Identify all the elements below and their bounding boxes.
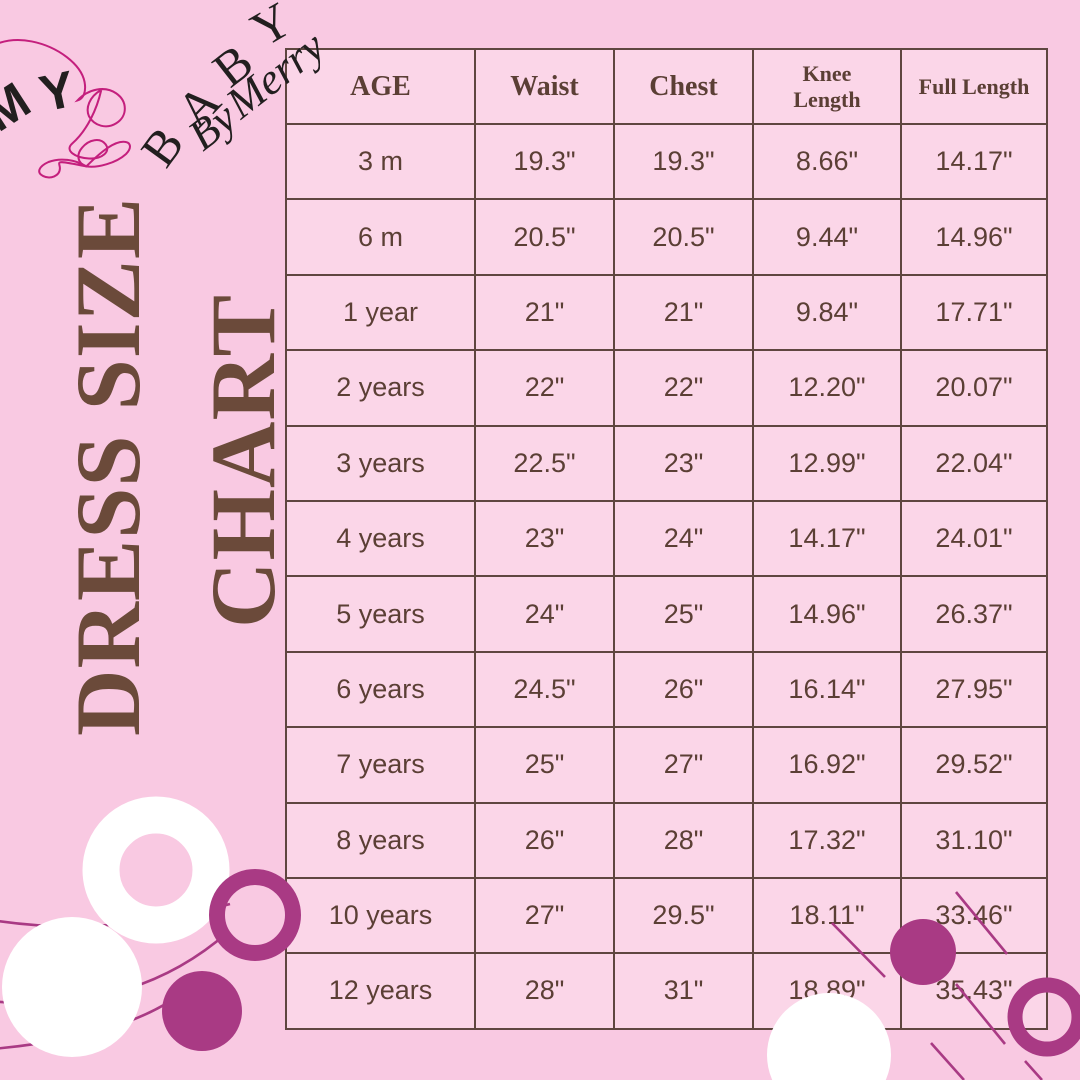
svg-text:Y: Y (35, 60, 80, 123)
svg-text:M: M (0, 71, 40, 142)
